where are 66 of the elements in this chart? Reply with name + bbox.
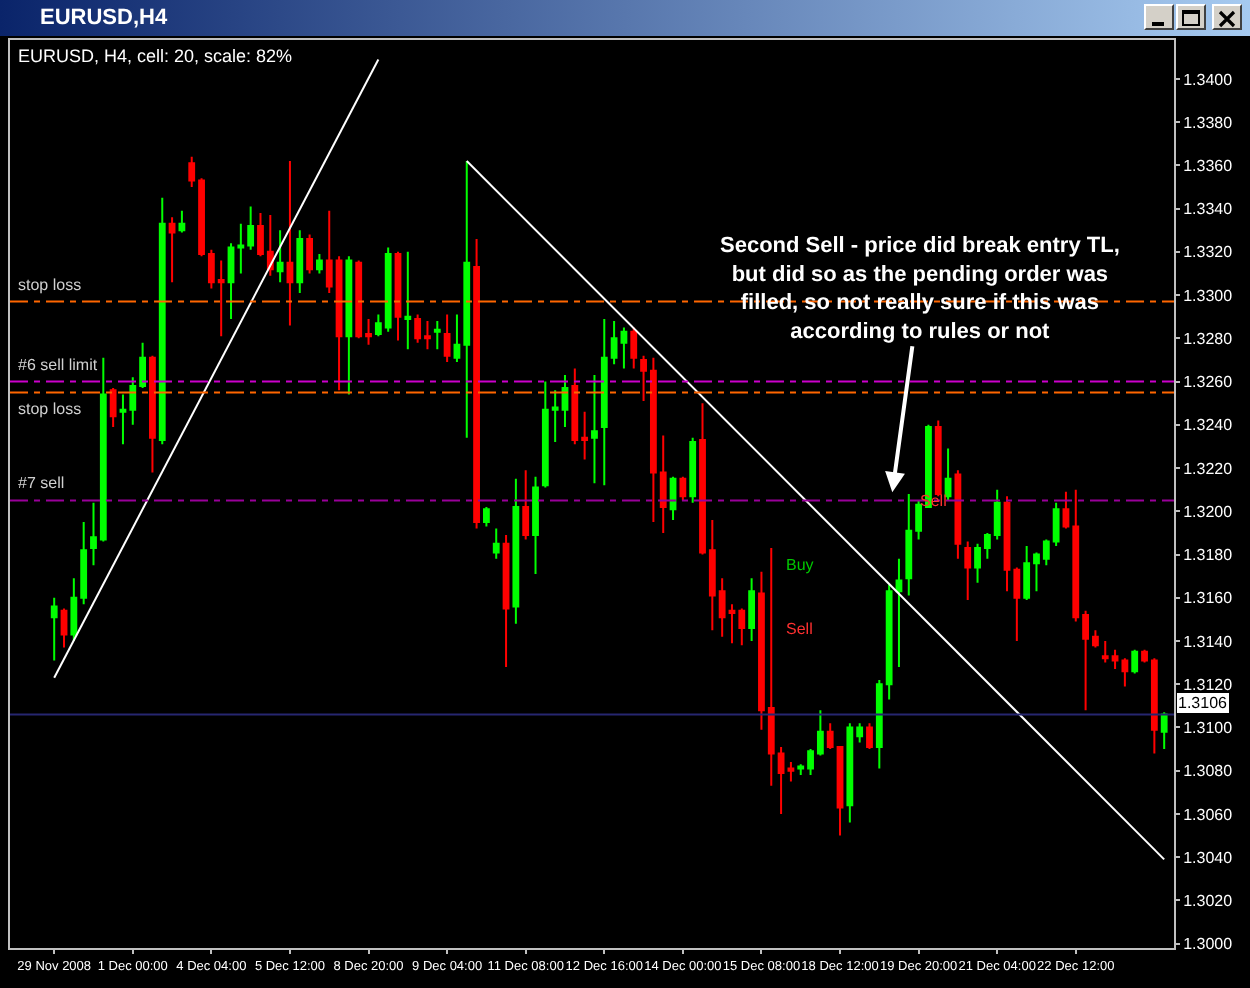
candlestick [532,475,539,575]
candlestick [492,527,500,560]
y-tick-label: 1.3360 [1183,157,1234,175]
y-tick-label: 1.3100 [1183,719,1234,738]
candlestick [679,475,687,502]
candlestick [502,534,510,668]
candlestick [866,722,873,751]
candlestick [149,354,156,474]
y-tick-label: 1.3020 [1183,892,1234,911]
candlestick [591,374,598,485]
candlestick [60,607,68,649]
candlestick [630,326,638,370]
candlestick [404,250,412,351]
y-tick-label: 1.3280 [1183,329,1234,348]
y-tick-label: 1.3260 [1183,373,1234,392]
text: 1.3106 [1178,694,1229,712]
candlestick [964,540,972,601]
ref-line-label: #7 sell [18,474,65,492]
chart-subtitle: EURUSD, H4, cell: 20, scale: 82% [18,46,293,66]
candlestick [296,229,304,294]
y-tick-label: 1.3220 [1183,459,1234,478]
y-tick-label: 1.3180 [1183,546,1234,565]
candlestick [276,229,284,284]
y-tick-label: 1.3240 [1183,416,1234,435]
candlestick [689,436,697,504]
y-tick-label: 1.3340 [1183,200,1234,219]
candlestick [443,313,451,364]
y-tick-label: 1.3400 [1183,70,1234,89]
candlestick [433,320,441,351]
candlestick [1160,713,1168,751]
candlestick [306,233,313,275]
candlestick [522,469,530,541]
annotation: Buy [786,556,814,574]
ref-line-label: stop loss [18,400,82,418]
y-tick-label: 1.3160 [1183,589,1234,608]
y-tick-label: 1.3140 [1183,632,1234,651]
candlestick [895,557,903,668]
chart-title: EURUSD,H4 [40,4,168,34]
ref-line-label: #6 sell limit [18,356,99,374]
candlestick [316,253,323,275]
candlestick [483,505,490,528]
annotation: Sell [786,620,814,638]
ref-line-label: stop loss [18,276,82,294]
candlestick [934,419,942,498]
candlestick [168,216,176,284]
candlestick [178,209,186,234]
candlestick [473,237,480,530]
y-tick-label: 1.3060 [1183,805,1234,824]
candlestick [944,447,952,502]
y-tick-label: 1.3380 [1183,113,1234,132]
candlestick [345,255,353,396]
candlestick [286,160,294,327]
candlestick [394,250,402,342]
y-tick-label: 1.3000 [1183,935,1234,954]
candlestick [158,196,166,446]
y-tick-label: 1.3080 [1183,762,1234,781]
candlestick [50,596,58,662]
y-tick-label: 1.3120 [1183,675,1234,694]
y-tick-label: 1.3040 [1183,848,1234,867]
y-tick-label: 1.3320 [1183,243,1234,262]
candlestick [109,387,117,428]
y-tick-label: 1.3300 [1183,286,1234,305]
y-tick-label: 1.3200 [1183,502,1234,521]
candlestick [748,577,756,642]
candlestick [1131,648,1139,675]
candlestick [512,477,520,625]
